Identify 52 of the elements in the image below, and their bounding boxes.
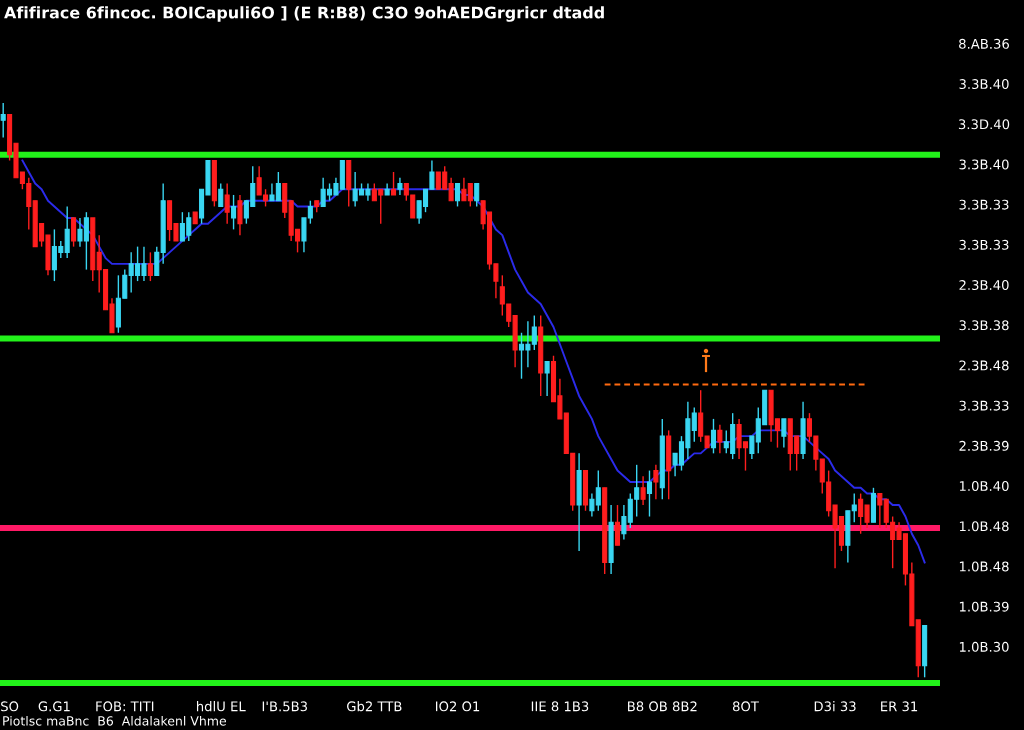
candlestick (224, 182, 230, 225)
text: 1.0B.40 (959, 481, 1009, 492)
x-tick-label: G.G1 (38, 701, 70, 712)
x-tick-label: I'B.5B3 (262, 701, 307, 712)
candlestick (544, 360, 550, 397)
text: 3.3B.40 (959, 159, 1009, 170)
candlestick (231, 194, 237, 231)
candlestick (653, 464, 659, 500)
chart-title: Afifirace 6fincoc. BOICapuli6O ] (E R:B8) C3O 9ohAEDGrgricr dtadd (4, 6, 604, 22)
candlestick (237, 194, 243, 236)
candlestick (71, 217, 77, 248)
text: 3.3B.40 (959, 79, 1009, 90)
candlestick (454, 182, 461, 208)
x-tick-label: SO (1, 701, 19, 712)
x-tick-label: D3i 33 (814, 701, 856, 712)
text: 3.3B.33 (959, 199, 1009, 210)
x-tick-label: 8OT (732, 701, 759, 712)
text: 3.3B.33 (959, 400, 1009, 411)
text: 3.3D.40 (958, 119, 1010, 130)
candlestick (154, 245, 160, 277)
candlestick (717, 423, 723, 455)
text: Piotlsc maBnc B6 Aldalakenl Vhme (3, 715, 227, 726)
text: 3.3B.38 (959, 320, 1009, 331)
candlestick (614, 504, 621, 546)
text: 2.3B.39 (959, 440, 1009, 451)
x-tick-label: B8 OB 8B2 (628, 701, 697, 712)
candlestick (218, 182, 224, 208)
candlestick (640, 475, 646, 506)
candlestick (64, 205, 70, 259)
candlestick (474, 182, 480, 208)
x-tick-label: hdlU EL (196, 701, 246, 712)
text: 1.0B.48 (959, 561, 1009, 572)
candlestick (781, 418, 787, 449)
candlestick (710, 418, 717, 455)
text: 1.0B.39 (959, 601, 1009, 612)
candlestick (646, 469, 653, 518)
x-tick-label: ER 31 (881, 701, 918, 712)
candlestick (147, 251, 153, 282)
x-tick-label: IO2 O1 (435, 701, 480, 712)
text: 3.3B.33 (959, 239, 1009, 250)
text: 1.0B.30 (959, 641, 1009, 652)
text: 2.3B.48 (959, 360, 1009, 371)
text: 8.AB.36 (959, 38, 1009, 49)
candlestick (390, 171, 397, 196)
x-tick-label: Gb2 TTB (347, 701, 402, 712)
candlestick (851, 492, 857, 523)
text: 2.3B.40 (959, 280, 1009, 291)
text: 1.0B.48 (959, 521, 1009, 532)
candlestick (0, 102, 6, 139)
candlestick (877, 492, 883, 529)
x-tick-label: IIE 8 1B3 (531, 701, 589, 712)
x-tick-label: FOB: TITI (96, 701, 154, 712)
